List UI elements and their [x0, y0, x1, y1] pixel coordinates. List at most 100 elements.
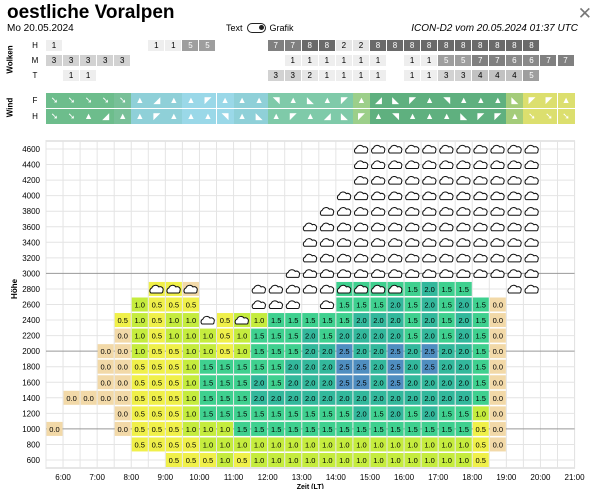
cloud-icon	[371, 284, 386, 294]
wind-arrow-icon: ◤	[352, 109, 370, 124]
cloud-icon	[251, 300, 266, 309]
heat-cell	[421, 421, 438, 436]
cloud-icon	[405, 207, 420, 216]
heat-cell	[285, 344, 302, 359]
cloud-icon	[388, 160, 403, 170]
cloud-cover-cell	[114, 70, 130, 81]
heat-cell	[387, 344, 404, 359]
heat-cell	[489, 421, 506, 436]
x-tick-label: 21:00	[565, 473, 586, 482]
heat-cell-value: 2.0	[424, 332, 434, 341]
view-toggle[interactable]: Text Grafik	[226, 23, 294, 33]
heat-cell	[353, 437, 370, 452]
heat-cell-value: 2.5	[356, 378, 366, 387]
heat-cell	[421, 437, 438, 452]
heat-cell	[370, 328, 387, 343]
cloud-icon	[473, 253, 488, 263]
heat-cell-value: 1.0	[407, 440, 417, 449]
cloud-icon	[336, 253, 352, 263]
heat-cell	[268, 437, 285, 452]
cloud-icon	[422, 253, 437, 263]
heat-cell-value: 1.5	[254, 332, 264, 341]
wind-table: F ➘ ➘ ➘ ➘ ➘ ▲ ◢ ▲ ▲ ◤ ▲ ▲ ▲ ◥ ▲ ◣ ▲ ◤ ▲ ◢ ◣ ◤ ▲ ◥ ▲ ▲ ▲ ◣ ◤ ◤ ▲ H ➘ ➘ ▲ ◢ ▲ ▲ ◤…	[0, 93, 600, 129]
heat-cell	[472, 437, 489, 452]
cloud-icon	[507, 160, 522, 170]
heat-cell-value: 1.0	[237, 332, 247, 341]
close-icon[interactable]: ✕	[577, 4, 592, 23]
cloud-cover-cell	[182, 55, 198, 66]
heat-cell	[455, 406, 472, 421]
heat-cell	[251, 375, 268, 390]
heat-cell	[268, 453, 285, 467]
wolken-row-label: H	[32, 41, 38, 50]
cloud-cover-cell: 3	[438, 70, 455, 81]
cloud-icon	[473, 191, 488, 201]
cloud-icon	[524, 144, 539, 154]
cloud-icon	[456, 222, 471, 232]
cloud-cover-cell: 8	[369, 40, 386, 51]
cloud-cover-cell: 3	[455, 70, 472, 81]
heat-cell-value: 1.0	[220, 456, 230, 465]
cloud-icon	[473, 207, 488, 216]
heat-cell	[131, 406, 148, 421]
heat-cell	[489, 437, 506, 452]
heat-cell	[336, 297, 353, 312]
cloud-icon	[371, 222, 386, 232]
wind-arrow-icon: ◤	[489, 109, 507, 124]
toggle-switch[interactable]	[246, 23, 266, 33]
heat-cell	[455, 390, 472, 405]
heat-cell	[285, 406, 302, 421]
heat-cell	[353, 390, 370, 405]
cloud-cover-cell	[217, 70, 233, 81]
x-tick-label: 18:00	[462, 473, 483, 482]
cloud-icon	[371, 269, 386, 278]
heat-cell	[353, 313, 370, 328]
heat-cell	[217, 406, 234, 421]
heat-cell-value: 2.0	[373, 332, 383, 341]
heat-cell	[251, 313, 268, 328]
y-axis-label: Höhe	[10, 278, 19, 299]
heat-cell	[114, 313, 131, 328]
cloud-cover-cell	[148, 70, 164, 81]
heat-cell-value: 0.0	[493, 332, 503, 341]
cloud-icon	[319, 222, 335, 232]
heat-cell	[421, 328, 438, 343]
heat-cell-value: 1.0	[390, 440, 400, 449]
cloud-icon	[353, 238, 369, 247]
heat-cell-value: 1.0	[186, 332, 196, 341]
heat-cell-value: 1.5	[459, 425, 469, 434]
heat-cell	[268, 390, 285, 405]
cloud-icon	[490, 175, 505, 185]
heat-cell	[353, 344, 370, 359]
heat-cell-value: 0.0	[100, 378, 110, 387]
cloud-icon	[353, 160, 369, 170]
heat-cell-value: 1.5	[288, 425, 298, 434]
heat-cell-value: 0.5	[186, 440, 196, 449]
cloud-cover-cell: 3	[80, 55, 97, 66]
cloud-icon	[388, 253, 403, 263]
heat-cell-value: 1.5	[288, 347, 298, 356]
heat-cell	[182, 328, 199, 343]
y-tick-label: 4200	[22, 176, 40, 185]
heat-cell-value: 1.5	[203, 363, 213, 372]
heat-cell-value: 0.0	[118, 425, 128, 434]
wind-arrow-icon: ▲	[557, 93, 575, 108]
heat-cell	[302, 406, 319, 421]
heat-cell	[217, 359, 234, 374]
heat-cell-value: 0.0	[493, 301, 503, 310]
heat-cell	[217, 328, 234, 343]
cloud-icon	[422, 207, 437, 216]
heat-cell	[472, 344, 489, 359]
heat-cell-value: 2.0	[407, 378, 417, 387]
y-tick-label: 3000	[22, 269, 40, 278]
wolken-row-label: T	[32, 71, 38, 80]
wind-arrow-icon: ◢	[97, 109, 115, 124]
heat-cell	[302, 359, 319, 374]
heat-cell-value: 2.5	[390, 363, 400, 372]
x-tick-label: 9:00	[158, 473, 174, 482]
heat-cell	[131, 313, 148, 328]
cloud-cover-cell	[131, 40, 147, 51]
heat-cell	[251, 328, 268, 343]
heat-cell-value: 0.5	[203, 456, 213, 465]
heat-cell	[131, 359, 148, 374]
